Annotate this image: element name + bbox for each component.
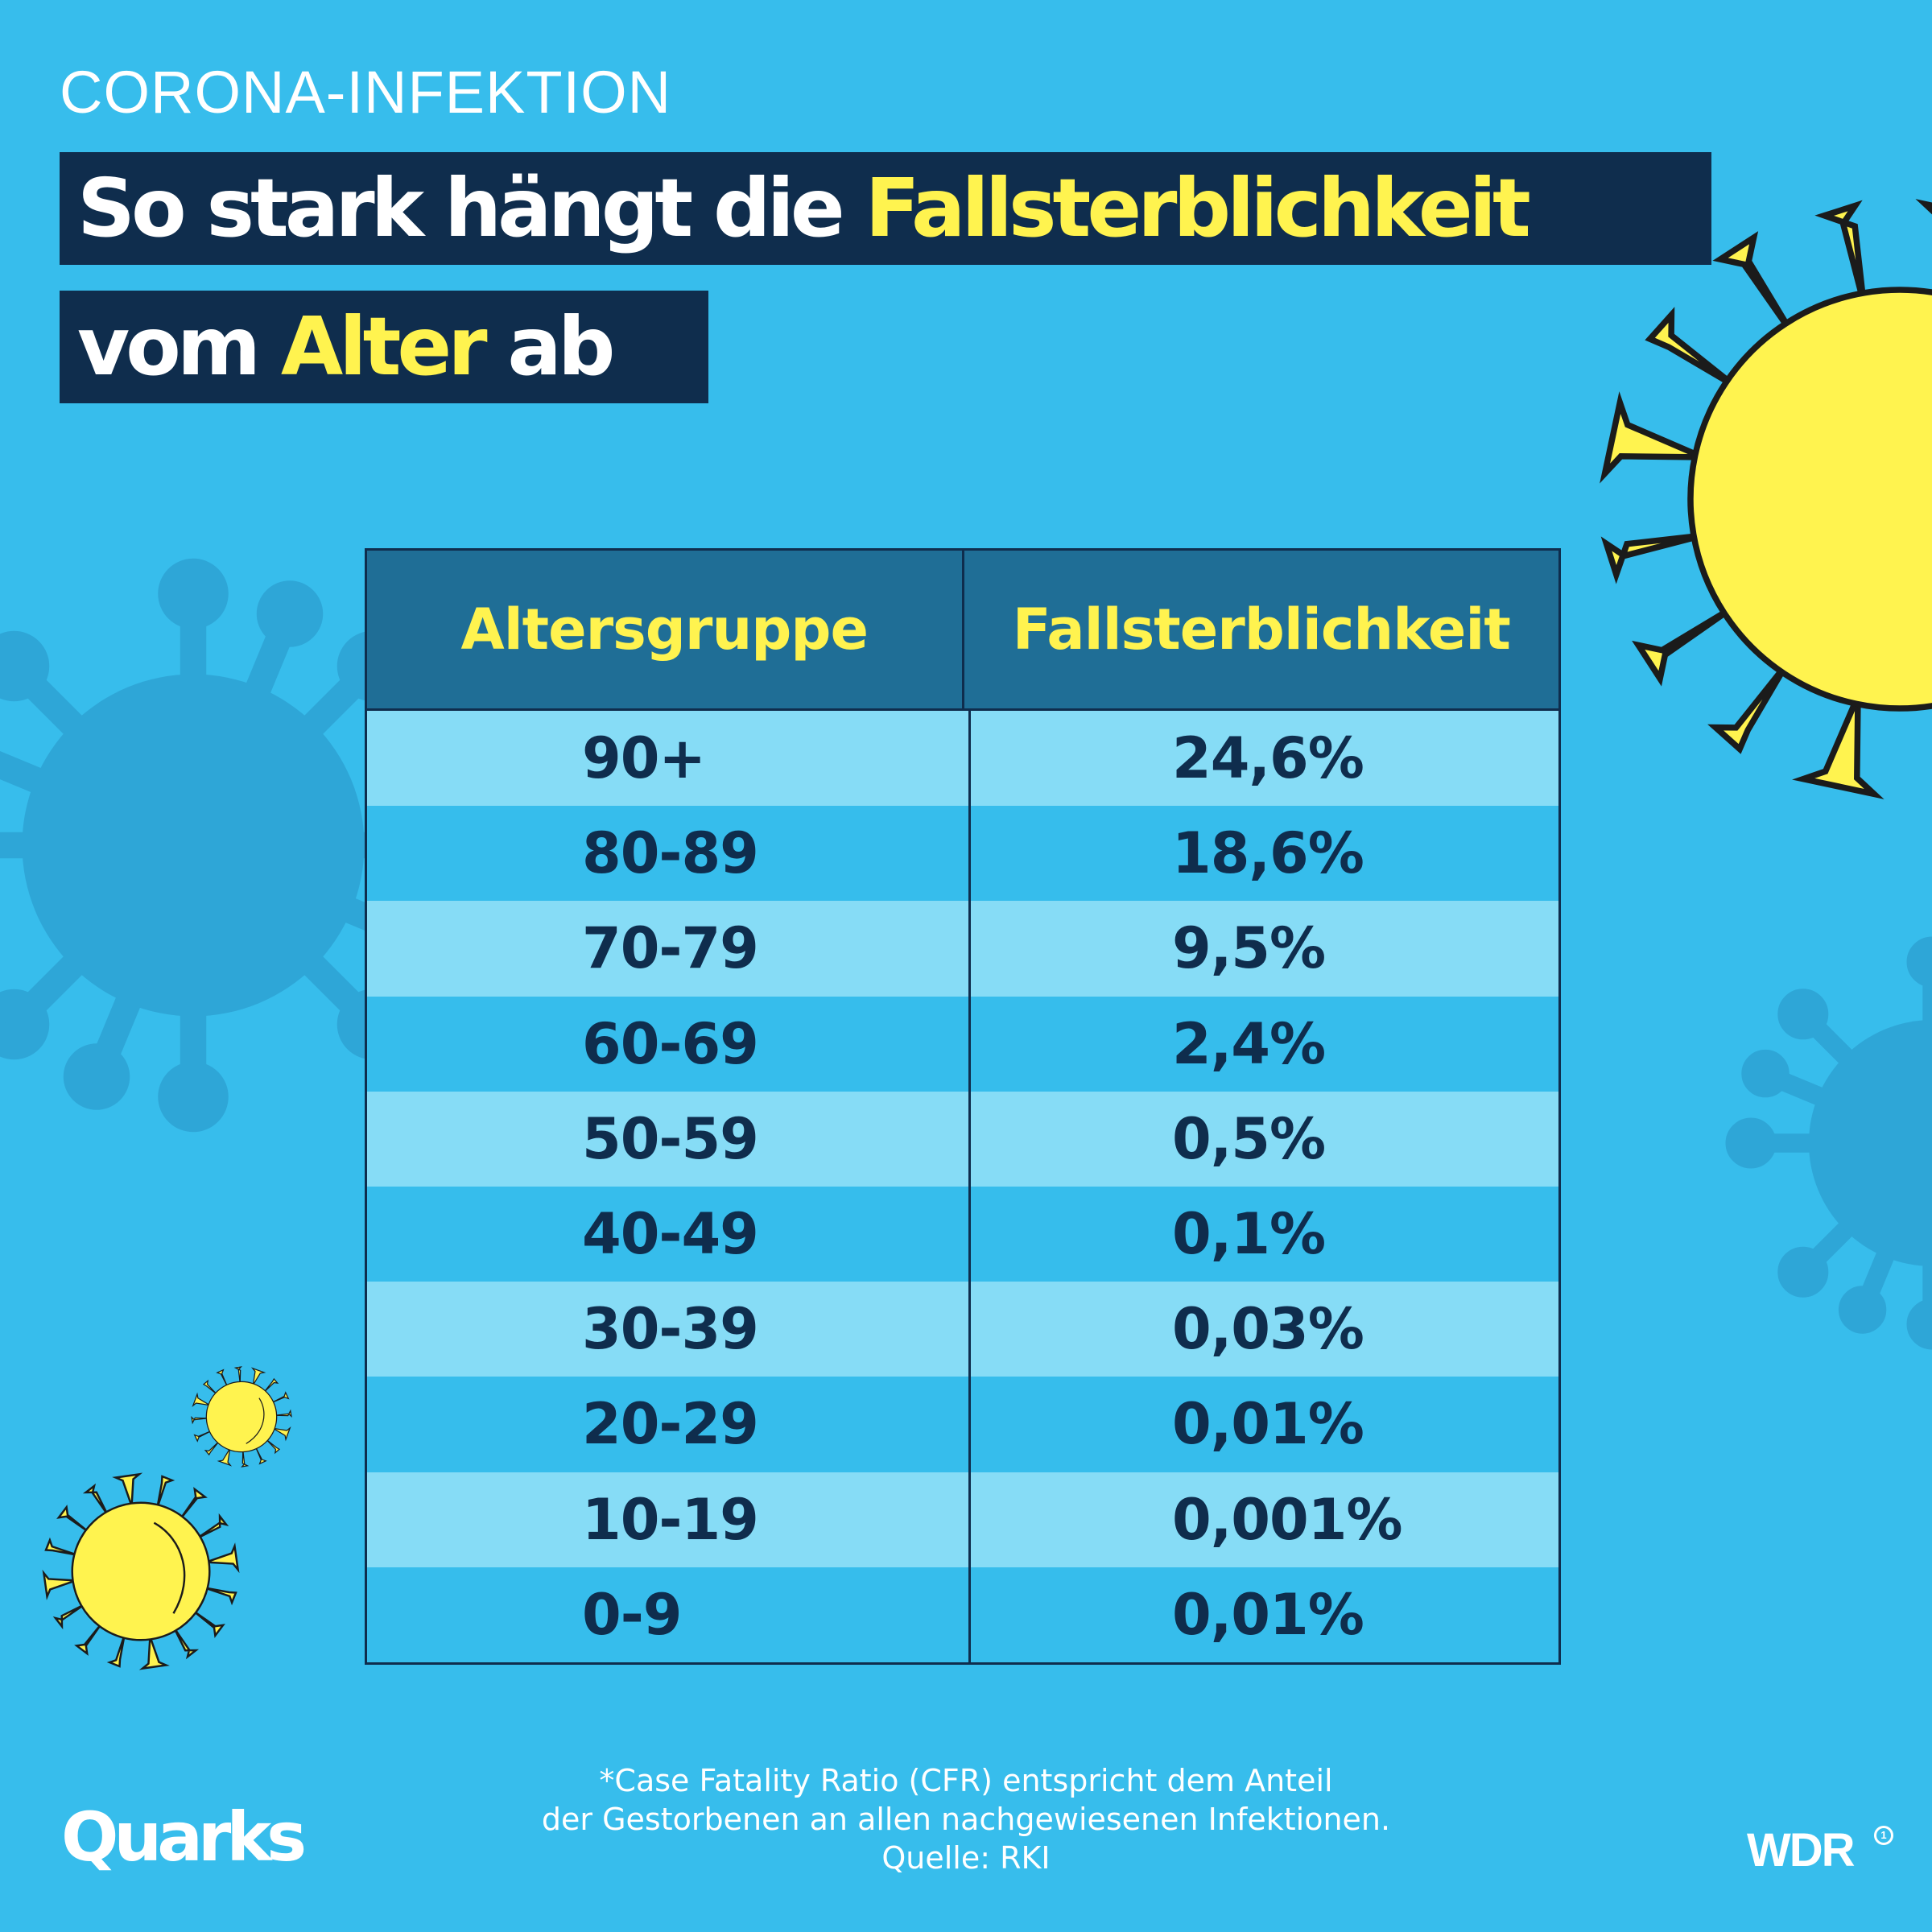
- column-header-fatality: Fallsterblichkeit: [961, 551, 1559, 708]
- fatality-cell: 0,03%: [968, 1282, 1558, 1377]
- quarks-logo: Quarks: [61, 1798, 307, 1876]
- age-group-cell: 70-79: [582, 915, 759, 982]
- age-group-cell: 10-19: [582, 1486, 759, 1553]
- virus-silhouette-icon: [1735, 946, 1932, 1340]
- headline-text: So stark hängt die: [77, 161, 865, 255]
- table-row: 60-69 2,4%: [367, 996, 1558, 1092]
- age-group-cell: 50-59: [582, 1105, 759, 1172]
- table-row: 50-59 0,5%: [367, 1091, 1558, 1187]
- age-group-cell: 0-9: [582, 1581, 682, 1648]
- fatality-cell: 2,4%: [968, 996, 1558, 1092]
- table-row: 30-39 0,03%: [367, 1282, 1558, 1377]
- age-group-cell: 80-89: [582, 820, 759, 887]
- age-group-cell: 40-49: [582, 1201, 759, 1268]
- headline-line-1: So stark hängt die Fallsterblichkeit: [60, 152, 1711, 265]
- fatality-cell: 9,5%: [968, 901, 1558, 997]
- table-row: 20-29 0,01%: [367, 1377, 1558, 1472]
- column-header-age-group: Altersgruppe: [460, 597, 869, 663]
- source-label: Quelle: RKI: [881, 1840, 1051, 1876]
- kicker-label: CORONA-INFEKTION: [60, 59, 672, 126]
- fatality-table: Altersgruppe Fallsterblichkeit 90+ 24,6%…: [365, 548, 1561, 1665]
- age-group-cell: 90+: [582, 725, 706, 792]
- wdr-logo: WDR: [1747, 1824, 1856, 1876]
- fatality-cell: 0,5%: [968, 1091, 1558, 1187]
- fatality-cell: 0,1%: [968, 1186, 1558, 1282]
- table-row: 40-49 0,1%: [367, 1186, 1558, 1282]
- table-header-row: Altersgruppe Fallsterblichkeit: [367, 551, 1558, 711]
- fatality-cell: 0,001%: [968, 1472, 1558, 1567]
- age-group-cell: 20-29: [582, 1391, 759, 1458]
- fatality-cell: 0,01%: [968, 1567, 1558, 1662]
- fatality-cell: 18,6%: [968, 806, 1558, 902]
- table-row: 80-89 18,6%: [367, 806, 1558, 902]
- table-row: 90+ 24,6%: [367, 711, 1558, 807]
- table-row: 10-19 0,001%: [367, 1472, 1558, 1567]
- fatality-cell: 0,01%: [968, 1377, 1558, 1472]
- age-group-cell: 60-69: [582, 1010, 759, 1077]
- table-row: 70-79 9,5%: [367, 901, 1558, 997]
- fatality-cell: 24,6%: [968, 711, 1558, 807]
- virus-icon: [177, 1352, 306, 1481]
- age-group-cell: 30-39: [582, 1296, 759, 1363]
- ard-one-icon: 1: [1874, 1826, 1893, 1845]
- footnote: *Case Fatality Ratio (CFR) entspricht de…: [483, 1761, 1449, 1877]
- virus-icon: [31, 1461, 251, 1682]
- table-row: 0-9 0,01%: [367, 1567, 1558, 1662]
- headline-text: vom: [77, 299, 281, 394]
- headline-line-2: vom Alter ab: [60, 291, 708, 403]
- headline-highlight: Fallsterblichkeit: [865, 161, 1531, 255]
- headline-highlight: Alter: [280, 299, 488, 394]
- footnote-line: *Case Fatality Ratio (CFR) entspricht de…: [599, 1763, 1333, 1798]
- headline-text: ab: [483, 299, 615, 394]
- footnote-line: der Gestorbenen an allen nachgewiesenen …: [541, 1802, 1391, 1837]
